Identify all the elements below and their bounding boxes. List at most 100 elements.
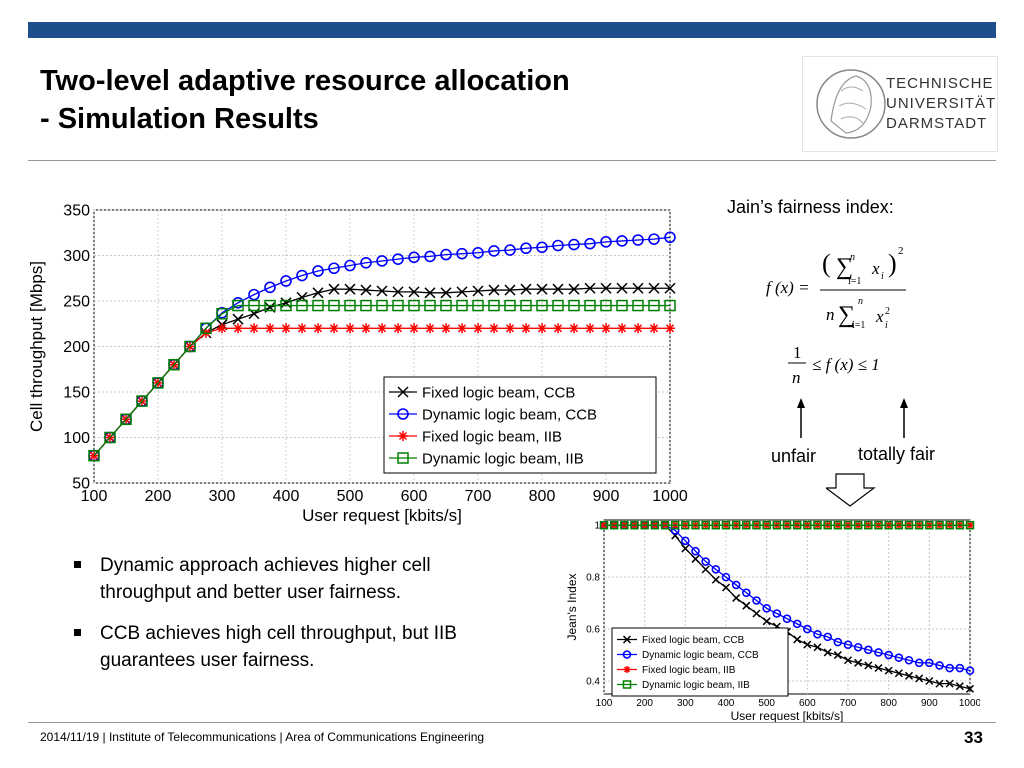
data-point	[377, 323, 387, 334]
data-point	[772, 609, 782, 618]
y-tick-label: 250	[63, 294, 90, 311]
data-point	[792, 619, 802, 629]
bullet-icon	[74, 561, 81, 568]
title-line-1: Two-level adaptive resource allocation	[40, 65, 570, 97]
data-point	[553, 323, 563, 334]
data-point	[376, 299, 388, 312]
totally-fair-label: totally fair	[858, 444, 936, 464]
data-point	[782, 614, 792, 623]
data-point	[392, 286, 404, 298]
data-point	[843, 656, 853, 665]
data-point	[853, 520, 863, 530]
data-point	[408, 299, 420, 312]
data-point	[184, 340, 196, 353]
x-tick-label: 800	[880, 698, 897, 709]
data-point	[344, 283, 356, 295]
data-point	[312, 265, 324, 277]
data-point	[360, 299, 372, 312]
data-point	[731, 520, 741, 530]
data-point	[504, 299, 516, 312]
data-point	[520, 242, 532, 255]
data-point	[721, 583, 731, 592]
data-point	[398, 431, 408, 441]
data-point	[864, 645, 873, 655]
data-point	[665, 323, 675, 334]
data-point	[536, 299, 548, 312]
data-point	[328, 299, 340, 312]
data-point	[721, 520, 731, 530]
data-point	[632, 234, 644, 246]
data-point	[864, 520, 873, 530]
data-point	[762, 603, 771, 613]
bullet-text: CCB achieves high cell throughput, but I…	[100, 623, 457, 671]
data-point	[711, 520, 721, 530]
legend-entry: Dynamic logic beam, IIB	[642, 680, 750, 691]
data-point	[104, 431, 116, 444]
data-point	[521, 323, 531, 334]
y-tick-label: 300	[63, 248, 90, 265]
logo-text: TECHNISCHE UNIVERSITÄT DARMSTADT	[886, 74, 996, 134]
den-n: n	[826, 305, 835, 324]
data-point	[552, 299, 564, 312]
data-point	[691, 520, 700, 530]
data-point	[711, 565, 721, 574]
data-point	[664, 231, 676, 244]
series	[599, 520, 975, 530]
data-point	[584, 282, 596, 294]
exp: 2	[898, 245, 904, 257]
legend: Fixed logic beam, CCB Dynamic logic beam,…	[383, 376, 657, 474]
data-point	[803, 640, 812, 649]
top-bar	[28, 22, 996, 38]
y-tick-label: 1	[594, 521, 600, 532]
data-point	[782, 520, 792, 530]
data-point	[904, 655, 914, 665]
x-tick-label: 600	[401, 488, 428, 505]
y-tick-label: 0.4	[586, 677, 600, 688]
data-point	[915, 674, 924, 683]
data-point	[585, 323, 595, 334]
down-arrow-icon	[826, 473, 876, 507]
var-sub-den: i	[885, 320, 888, 331]
sum-lower: i=1	[848, 276, 861, 287]
data-point	[441, 323, 451, 334]
data-point	[648, 233, 660, 245]
data-point	[772, 520, 782, 530]
var-x: x	[871, 259, 880, 278]
data-point	[649, 323, 659, 334]
legend-entry: Fixed logic beam, IIB	[642, 665, 736, 676]
data-point	[762, 617, 771, 626]
data-point	[630, 520, 639, 530]
data-point	[904, 520, 914, 530]
x-tick-label: 400	[718, 698, 735, 709]
x-tick-label: 500	[758, 698, 775, 709]
data-point	[833, 520, 843, 530]
series	[88, 299, 676, 462]
footer-divider	[28, 722, 996, 723]
data-point	[681, 536, 690, 546]
x-tick-label: 900	[593, 488, 620, 505]
data-point	[376, 285, 388, 297]
data-point	[945, 679, 954, 688]
data-point	[584, 237, 596, 250]
sum-symbol-den: ∑	[838, 302, 855, 328]
y-tick-label: 0.6	[586, 625, 600, 636]
data-point	[360, 256, 372, 269]
data-point	[264, 299, 276, 312]
slide-title: Two-level adaptive resource allocation -…	[40, 62, 570, 138]
data-point	[233, 323, 243, 334]
data-point	[248, 288, 260, 301]
data-point	[265, 323, 275, 334]
data-point	[232, 299, 244, 312]
data-point	[640, 520, 649, 530]
data-point	[504, 284, 516, 296]
bound-frac-den: n	[792, 368, 801, 387]
data-point	[732, 593, 741, 602]
data-point	[894, 520, 904, 530]
data-point	[617, 323, 627, 334]
data-point	[520, 283, 532, 295]
data-point	[440, 287, 452, 299]
data-point	[568, 238, 580, 251]
data-point	[648, 299, 660, 312]
data-point	[536, 241, 548, 254]
data-point	[152, 377, 164, 389]
